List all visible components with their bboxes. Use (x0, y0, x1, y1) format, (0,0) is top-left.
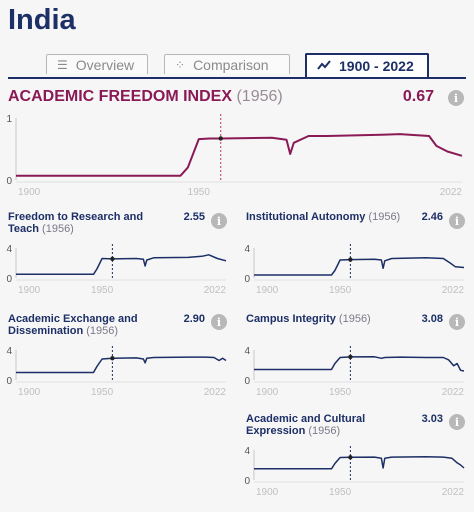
y-tick-label: 4 (6, 244, 12, 255)
x-tick-label: 1900 (256, 487, 279, 498)
sub-title-text: Campus Integrity (246, 313, 336, 325)
main-chart: 1 0 1900 1950 2022 (6, 114, 463, 198)
tab-timeline[interactable]: 1900 - 2022 (305, 53, 429, 77)
sub-title-autonomy: Institutional Autonomy (1956) (246, 211, 426, 223)
sub-chart-campus: 4 0 1900 1950 2022 (244, 346, 465, 398)
sub-year: (1956) (308, 425, 341, 437)
x-tick-label: 1900 (256, 285, 279, 296)
sub-title-text: Freedom to Research and Teach (8, 211, 144, 235)
tab-timeline-label: 1900 - 2022 (339, 58, 414, 74)
year-marker-dot (110, 356, 115, 361)
year-marker-dot (348, 354, 353, 360)
x-tick-label: 2022 (442, 487, 465, 498)
x-tick-label: 1900 (256, 387, 279, 398)
y-tick-label: 0 (6, 274, 12, 285)
x-tick-label: 1900 (18, 187, 41, 198)
sub-year: (1956) (86, 325, 119, 337)
country-title: India (8, 4, 76, 36)
year-marker-dot (348, 455, 353, 460)
sub-title-text: Institutional Autonomy (246, 211, 366, 223)
info-icon[interactable]: i (448, 90, 464, 106)
series-line (254, 257, 465, 276)
x-tick-label: 1950 (188, 187, 211, 198)
y-tick-label: 4 (6, 346, 12, 357)
sub-year: (1956) (338, 313, 371, 325)
scatter-icon: ⁘ (175, 57, 186, 72)
sub-title-expression: Academic and Cultural Expression (1956) (246, 413, 396, 437)
x-tick-label: 2022 (440, 187, 463, 198)
sub-title-exchange: Academic Exchange and Dissemination (195… (8, 313, 158, 337)
series-line (16, 133, 463, 177)
tab-overview-label: Overview (75, 56, 135, 73)
sub-chart-expression: 4 0 1900 1950 2022 (244, 446, 465, 498)
x-tick-label: 2022 (204, 285, 227, 296)
sub-value-autonomy: 2.46 (421, 211, 443, 223)
y-tick-label: 0 (6, 376, 12, 387)
sub-title-text: Academic and Cultural Expression (246, 413, 366, 437)
sub-title-text: Academic Exchange and Dissemination (8, 313, 138, 337)
sub-value-campus: 3.08 (421, 313, 443, 325)
tab-comparison[interactable]: ⁘ Comparison (164, 54, 290, 74)
x-tick-label: 1950 (329, 285, 352, 296)
sub-value-research: 2.55 (183, 211, 205, 223)
year-marker-dot (218, 136, 223, 141)
series-line (254, 356, 465, 372)
x-tick-label: 1950 (329, 487, 352, 498)
y-tick-label: 4 (244, 346, 250, 357)
y-tick-label: 1 (6, 114, 12, 125)
series-line (16, 356, 227, 374)
y-tick-label: 4 (244, 244, 250, 255)
y-tick-label: 0 (244, 376, 250, 387)
main-chart-value: 0.67 (402, 88, 434, 105)
year-marker-dot (348, 257, 353, 262)
y-tick-label: 0 (244, 476, 250, 487)
x-tick-label: 2022 (442, 387, 465, 398)
x-tick-label: 1950 (91, 285, 114, 296)
x-tick-label: 1950 (91, 387, 114, 398)
year-marker-dot (110, 256, 115, 262)
tab-overview[interactable]: ☰ Overview (46, 54, 148, 74)
info-icon[interactable]: i (211, 213, 227, 229)
view-tabs: ☰ Overview ⁘ Comparison 1900 - 2022 (8, 53, 466, 79)
tab-comparison-label: Comparison (193, 56, 269, 73)
sub-title-research: Freedom to Research and Teach (1956) (8, 211, 158, 235)
info-icon[interactable]: i (449, 414, 465, 430)
info-icon[interactable]: i (449, 314, 465, 330)
main-chart-title-text: ACADEMIC FREEDOM INDEX (8, 88, 233, 105)
line-chart-icon (317, 59, 331, 73)
series-line (16, 254, 227, 276)
sub-title-campus: Campus Integrity (1956) (246, 313, 426, 325)
main-chart-title: ACADEMIC FREEDOM INDEX (1956) (8, 88, 283, 106)
sub-year: (1956) (42, 223, 74, 235)
x-tick-label: 1900 (18, 387, 41, 398)
x-tick-label: 1900 (18, 285, 41, 296)
main-chart-year: (1956) (236, 88, 283, 105)
x-tick-label: 1950 (329, 387, 352, 398)
info-icon[interactable]: i (449, 213, 465, 229)
series-line (254, 456, 465, 470)
sub-chart-autonomy: 4 0 1900 1950 2022 (244, 244, 465, 296)
x-tick-label: 2022 (442, 285, 465, 296)
sub-value-expression: 3.03 (421, 413, 443, 425)
sub-year: (1956) (368, 211, 401, 223)
y-tick-label: 4 (244, 446, 250, 457)
sub-chart-research: 4 0 1900 1950 2022 (6, 244, 227, 296)
sub-value-exchange: 2.90 (183, 313, 205, 325)
info-icon[interactable]: i (211, 314, 227, 330)
list-icon: ☰ (57, 57, 68, 72)
y-tick-label: 0 (244, 274, 250, 285)
x-tick-label: 2022 (204, 387, 227, 398)
sub-chart-exchange: 4 0 1900 1950 2022 (6, 346, 227, 398)
y-tick-label: 0 (6, 176, 12, 187)
